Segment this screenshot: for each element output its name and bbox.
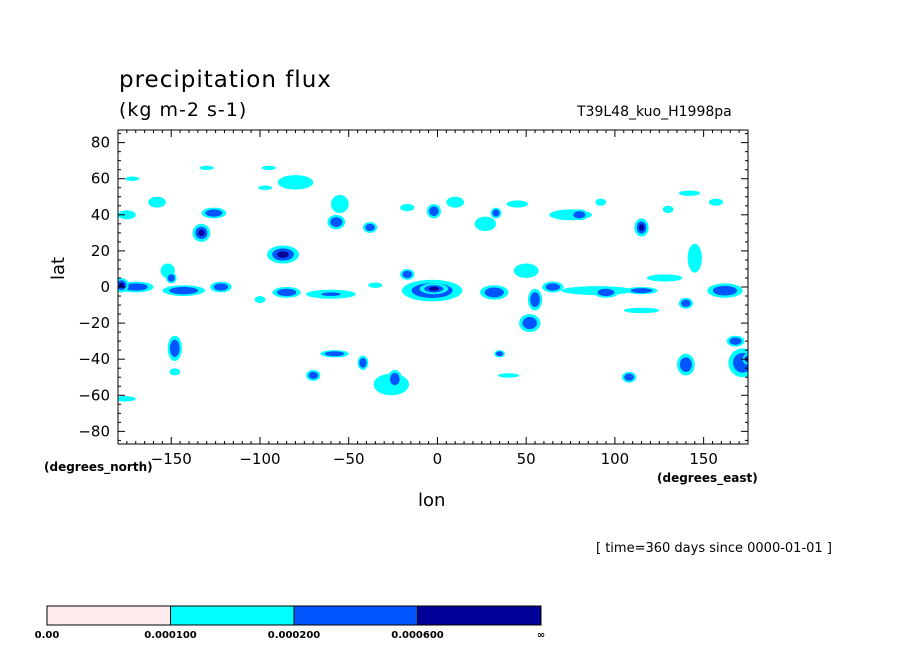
precip-region-level-2 bbox=[169, 286, 199, 295]
precip-region-level-2 bbox=[712, 285, 737, 296]
precip-region-level-2 bbox=[522, 316, 537, 330]
precip-region-level-2 bbox=[624, 373, 634, 381]
precip-region-level-3 bbox=[277, 251, 289, 258]
precip-region-level-1 bbox=[474, 216, 496, 232]
precip-region-level-2 bbox=[597, 288, 615, 297]
precip-region-level-1 bbox=[678, 190, 701, 196]
precip-region-level-3 bbox=[638, 224, 645, 231]
precip-region-level-1 bbox=[199, 165, 214, 171]
precip-region-level-1 bbox=[258, 185, 273, 190]
precip-region-level-2 bbox=[169, 339, 180, 357]
precip-region-level-2 bbox=[492, 209, 500, 217]
precip-region-level-1 bbox=[254, 296, 266, 304]
x-tick-label: −100 bbox=[239, 450, 280, 468]
precip-region-level-2 bbox=[630, 288, 653, 294]
precip-region-level-1 bbox=[277, 175, 314, 190]
precip-region-level-2 bbox=[429, 206, 439, 217]
y-tick-label: 60 bbox=[91, 170, 110, 188]
precip-region-level-1 bbox=[595, 198, 607, 206]
precip-region-level-1 bbox=[662, 205, 674, 214]
x-tick-label: −150 bbox=[151, 450, 192, 468]
precip-region-level-2 bbox=[495, 351, 504, 357]
precip-region-level-2 bbox=[729, 337, 742, 345]
precip-region-level-2 bbox=[213, 283, 229, 291]
precip-region-level-1 bbox=[368, 282, 383, 288]
precip-region-level-2 bbox=[308, 371, 319, 380]
x-axis-title: lon bbox=[418, 490, 446, 511]
colorbar-swatch-0 bbox=[46, 605, 171, 626]
precip-region-level-1 bbox=[513, 263, 539, 278]
contour-fills bbox=[118, 165, 748, 402]
precip-region-level-2 bbox=[324, 351, 345, 357]
precip-region-level-1 bbox=[646, 274, 683, 282]
colorbar-level-label: ∞ bbox=[537, 630, 545, 641]
colorbar-level-label: 0.000600 bbox=[391, 630, 444, 641]
precip-region-level-1 bbox=[261, 165, 276, 171]
x-axis-units: (degrees_east) bbox=[657, 471, 758, 485]
x-tick-label: 50 bbox=[517, 450, 536, 468]
precip-region-level-1 bbox=[687, 243, 702, 273]
precip-region-level-2 bbox=[167, 274, 175, 282]
precip-region-level-2 bbox=[573, 211, 586, 219]
chart-units: (kg m-2 s-1) bbox=[119, 99, 248, 121]
y-tick-label: −40 bbox=[78, 350, 110, 368]
precip-region-level-2 bbox=[402, 270, 413, 279]
y-tick-label: 0 bbox=[100, 278, 110, 296]
precip-region-level-1 bbox=[169, 368, 181, 376]
axis-ticks: −150 −100 −50 0 50 100 150 −80 −60 −40 −20 0 20 40 60 8… bbox=[78, 130, 749, 468]
precip-region-level-2 bbox=[359, 357, 367, 368]
precip-region-level-2 bbox=[330, 217, 343, 227]
x-tick-label: 100 bbox=[601, 450, 630, 468]
y-tick-label: −20 bbox=[78, 314, 110, 332]
precip-region-level-2 bbox=[205, 209, 223, 217]
precip-region-level-2 bbox=[276, 288, 297, 297]
colorbar-level-label: 0.000100 bbox=[144, 630, 197, 641]
precip-region-level-1 bbox=[148, 196, 166, 208]
y-axis-units: (degrees_north) bbox=[44, 460, 153, 474]
x-tick-label: 150 bbox=[689, 450, 718, 468]
colorbar-swatch-1 bbox=[170, 605, 295, 626]
colorbar: 0.00 0.000100 0.000200 0.000600 ∞ bbox=[35, 605, 545, 641]
precip-region-level-1 bbox=[623, 307, 660, 314]
precip-region-level-3 bbox=[198, 229, 205, 237]
precip-region-level-2 bbox=[321, 292, 341, 297]
precip-region-level-2 bbox=[530, 292, 540, 307]
y-tick-label: −80 bbox=[78, 422, 110, 440]
y-tick-label: 20 bbox=[91, 242, 110, 260]
x-tick-label: 0 bbox=[433, 450, 443, 468]
precip-region-level-2 bbox=[733, 352, 748, 373]
time-info: [ time=360 days since 0000-01-01 ] bbox=[596, 541, 832, 556]
y-tick-label: 40 bbox=[91, 206, 110, 224]
colorbar-level-label: 0.00 bbox=[35, 630, 60, 641]
chart-title: precipitation flux bbox=[119, 67, 332, 93]
precip-region-level-2 bbox=[484, 287, 504, 298]
precip-region-level-2 bbox=[679, 357, 692, 372]
precip-region-level-2 bbox=[545, 283, 561, 291]
colorbar-swatch-2 bbox=[293, 605, 418, 626]
precip-region-level-1 bbox=[125, 176, 140, 181]
y-tick-label: −60 bbox=[78, 386, 110, 404]
precip-region-level-1 bbox=[400, 203, 415, 212]
colorbar-level-label: 0.000200 bbox=[268, 630, 321, 641]
precip-region-level-1 bbox=[506, 200, 528, 208]
precip-region-level-3 bbox=[118, 282, 125, 288]
precip-region-level-1 bbox=[708, 198, 724, 206]
precip-region-level-2 bbox=[390, 372, 400, 386]
precip-region-level-1 bbox=[118, 396, 136, 402]
x-tick-label: −50 bbox=[333, 450, 365, 468]
precip-region-level-3 bbox=[428, 286, 439, 291]
precip-region-level-1 bbox=[330, 194, 349, 214]
colorbar-swatch-3 bbox=[417, 605, 542, 626]
precip-region-level-2 bbox=[681, 299, 691, 307]
precip-region-level-1 bbox=[446, 196, 465, 208]
precip-region-level-1 bbox=[118, 210, 136, 220]
experiment-label: T39L48_kuo_H1998pa bbox=[577, 104, 732, 120]
precip-region-level-2 bbox=[365, 223, 375, 232]
precip-region-level-1 bbox=[497, 373, 520, 378]
y-tick-label: 80 bbox=[91, 134, 110, 152]
precip-region-level-2 bbox=[123, 283, 148, 291]
